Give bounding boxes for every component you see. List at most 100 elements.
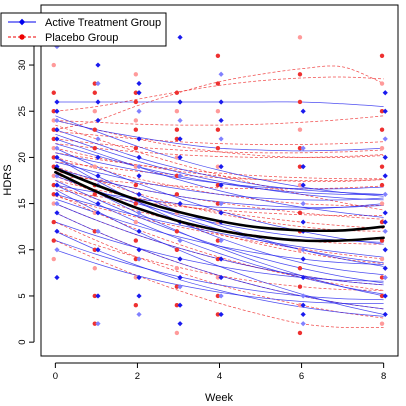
placebo-data-point [174, 90, 180, 95]
y-tick-label: 0 [17, 339, 28, 344]
active-data-point [177, 302, 183, 308]
x-axis: 0 2 4 6 8 [53, 362, 386, 382]
active-data-point [95, 154, 101, 161]
placebo-data-point [297, 266, 303, 271]
placebo-data-point [215, 127, 221, 132]
active-data-point [218, 256, 224, 262]
placebo-subject-curve [55, 76, 384, 112]
active-data-point [218, 71, 224, 77]
active-data-point [300, 321, 306, 327]
active-data-point [218, 136, 224, 142]
placebo-data-point [133, 127, 139, 132]
placebo-data-point [92, 90, 97, 95]
legend-label-active: Active Treatment Group [45, 17, 161, 29]
placebo-data-point [297, 302, 303, 308]
placebo-data-point [51, 136, 56, 142]
active-subject-curve [55, 170, 384, 297]
placebo-data-point [297, 182, 303, 188]
placebo-subject-curve [55, 147, 384, 182]
active-data-point [136, 90, 142, 96]
active-data-point [382, 191, 388, 197]
placebo-mean-curve [54, 167, 385, 233]
active-data-point [95, 62, 101, 68]
active-subject-curve [55, 194, 384, 258]
active-data-point [54, 210, 60, 216]
active-data-point [54, 145, 60, 151]
placebo-data-point [133, 219, 139, 225]
placebo-data-point [92, 229, 97, 234]
placebo-data-point [133, 302, 139, 308]
active-data-point [54, 154, 60, 161]
y-tick-label: 10 [17, 244, 28, 255]
placebo-data-point [379, 53, 385, 59]
active-data-point [136, 173, 142, 179]
placebo-data-point [92, 321, 97, 326]
placebo-data-point [297, 247, 303, 252]
placebo-subject-curve [55, 189, 384, 217]
placebo-data-point [215, 238, 221, 243]
placebo-data-point [92, 81, 97, 86]
active-data-point [54, 108, 60, 114]
placebo-data-point [92, 109, 97, 114]
placebo-data-point [174, 136, 180, 142]
placebo-subject-curve [55, 143, 384, 158]
placebo-subject-curve [55, 120, 384, 158]
placebo-data-point [379, 164, 385, 169]
placebo-data-point [215, 145, 221, 151]
active-data-point [136, 164, 142, 170]
y-tick-label: 15 [17, 198, 28, 209]
active-data-point [300, 182, 306, 188]
placebo-data-point [51, 62, 56, 68]
active-data-point [95, 117, 101, 124]
placebo-subject-curve [55, 195, 384, 260]
active-data-point [218, 274, 224, 281]
placebo-data-point [215, 201, 221, 206]
legend: Active Treatment Group Placebo Group [0, 12, 167, 47]
active-subject-curve [55, 221, 384, 282]
active-data-point [95, 136, 101, 142]
active-data-point [177, 274, 183, 281]
active-data-point [300, 200, 306, 207]
active-data-point [382, 219, 388, 225]
placebo-data-point [174, 266, 180, 271]
active-subject-curve [55, 168, 384, 208]
active-subject-curve [55, 133, 384, 201]
active-data-point [95, 99, 101, 105]
active-data-point [218, 182, 224, 188]
placebo-data-point [297, 164, 303, 169]
placebo-data-point [133, 275, 139, 280]
active-data-point [54, 164, 60, 170]
placebo-data-point [92, 266, 97, 271]
active-data-point [177, 173, 183, 179]
active-subject-curve [55, 212, 384, 310]
active-data-point [177, 99, 183, 105]
active-data-point [136, 80, 142, 87]
active-subject-curve [55, 138, 384, 218]
active-subject-curve [55, 115, 384, 197]
active-data-point [136, 228, 142, 234]
active-data-point [382, 90, 388, 96]
placebo-data-point [379, 182, 385, 188]
placebo-data-point [133, 238, 139, 243]
placebo-data-point [133, 99, 139, 105]
legend-box [0, 12, 167, 47]
y-tick-label: 20 [17, 152, 28, 163]
placebo-data-point [379, 275, 385, 280]
placebo-data-point [51, 145, 56, 151]
active-subject-curve [55, 161, 384, 201]
active-data-point [136, 256, 142, 262]
y-tick-label: 30 [17, 60, 28, 71]
active-data-point [54, 182, 60, 188]
placebo-data-point [92, 210, 97, 216]
placebo-data-point [297, 35, 303, 40]
placebo-data-point [297, 72, 303, 77]
x-tick-label: 4 [217, 371, 222, 382]
active-data-point [54, 200, 60, 207]
active-data-point [177, 237, 183, 244]
active-data-point [177, 200, 183, 207]
placebo-data-point [51, 118, 56, 123]
placebo-data-point [379, 109, 385, 114]
active-data-point [136, 191, 142, 197]
placebo-data-point [174, 330, 180, 336]
active-data-point [382, 210, 388, 216]
